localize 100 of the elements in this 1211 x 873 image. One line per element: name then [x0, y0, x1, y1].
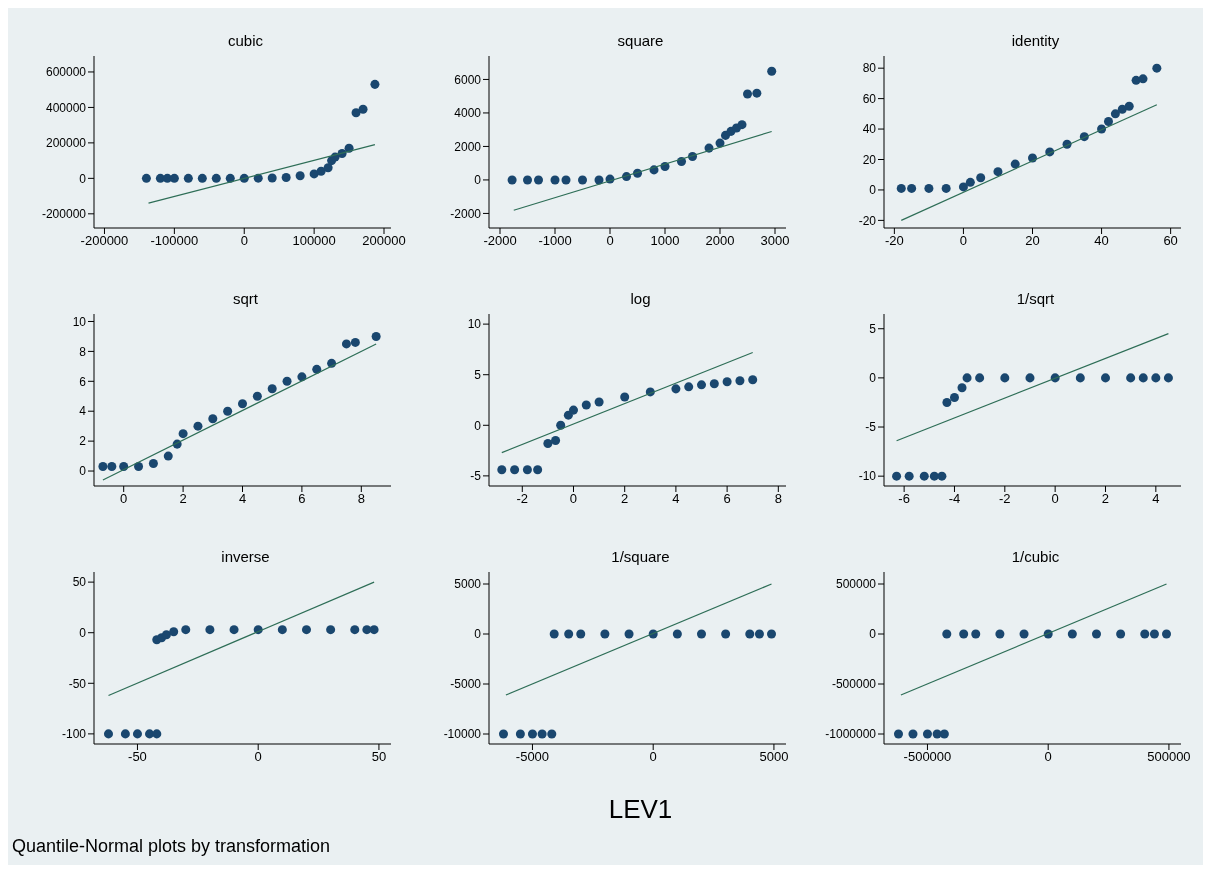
- point: [510, 465, 520, 475]
- x-tick-label: 50: [371, 749, 387, 765]
- y-tick-label: 5: [474, 367, 482, 382]
- x-tick-label: 0: [240, 233, 248, 249]
- point: [533, 175, 544, 185]
- point: [169, 627, 179, 637]
- point: [267, 173, 277, 183]
- point: [581, 400, 591, 410]
- y-tick-label: 500000: [835, 577, 877, 592]
- y-tick-label: 600000: [45, 65, 87, 80]
- y-tick-label: -50: [68, 676, 87, 691]
- y-tick-label: -5: [865, 420, 877, 435]
- point: [1103, 116, 1113, 126]
- point: [722, 377, 732, 387]
- point: [892, 471, 902, 481]
- y-tick-label: 4: [79, 404, 87, 419]
- point: [163, 451, 173, 461]
- x-tick-label: 40: [1094, 233, 1109, 249]
- point: [370, 79, 380, 89]
- chart-title: 1/sqrt: [1015, 290, 1056, 308]
- point: [351, 108, 361, 118]
- point: [737, 120, 747, 130]
- point: [1110, 109, 1120, 119]
- point: [103, 729, 113, 739]
- y-tick-label: -5: [470, 469, 482, 484]
- x-tick-label: 0: [1044, 749, 1052, 765]
- x-tick-label: -6: [898, 491, 910, 507]
- point: [942, 397, 952, 407]
- y-tick-label: -20: [858, 213, 877, 228]
- point: [551, 435, 561, 445]
- x-tick-label: -2: [999, 491, 1011, 507]
- point: [132, 729, 142, 739]
- x-tick-label: -50: [128, 749, 147, 765]
- point: [229, 625, 239, 635]
- point: [341, 339, 351, 349]
- x-tick-label: -2: [516, 491, 529, 507]
- y-tick-label: -200000: [41, 207, 87, 222]
- x-tick-label: 5000: [759, 749, 789, 765]
- point: [993, 167, 1003, 177]
- y-tick-label: 0: [869, 627, 877, 642]
- point: [957, 383, 967, 393]
- point: [316, 166, 326, 176]
- point: [907, 183, 917, 193]
- point: [748, 375, 758, 385]
- y-tick-label: 2: [79, 434, 87, 449]
- point: [205, 625, 215, 635]
- chart-title: cubic: [227, 32, 264, 50]
- point: [193, 421, 203, 431]
- x-tick-label: 2000: [705, 233, 735, 249]
- point: [197, 173, 207, 183]
- point: [904, 471, 914, 481]
- y-tick-label: 400000: [45, 100, 87, 115]
- y-tick-label: 60: [862, 91, 877, 106]
- point: [301, 625, 311, 635]
- y-tick-label: -2000: [450, 206, 482, 221]
- y-tick-label: 0: [79, 464, 87, 479]
- point: [326, 625, 336, 635]
- point: [684, 382, 694, 392]
- point: [577, 175, 588, 185]
- x-tick-label: 500000: [1147, 749, 1191, 765]
- x-tick-label: 4: [238, 491, 247, 507]
- text: Quantile-Normal plots by transformation: [12, 836, 331, 857]
- chart-title: log: [629, 290, 652, 308]
- x-tick-label: 0: [254, 749, 262, 765]
- point: [958, 182, 968, 192]
- point: [620, 392, 630, 402]
- point: [1000, 373, 1010, 383]
- y-tick-label: 10: [72, 314, 87, 329]
- point: [98, 462, 108, 472]
- x-tick-label: 8: [774, 491, 782, 507]
- chart-title: 1/cubic: [1010, 548, 1061, 566]
- point: [281, 172, 291, 182]
- point: [178, 429, 188, 439]
- chart-title: inverse: [220, 548, 271, 566]
- x-tick-label: -100000: [150, 233, 199, 249]
- x-tick-label: 2: [179, 491, 187, 507]
- point: [937, 471, 947, 481]
- point: [941, 183, 951, 193]
- point: [1117, 104, 1127, 114]
- point: [152, 729, 162, 739]
- x-tick-label: 6: [723, 491, 731, 507]
- point: [225, 173, 235, 183]
- point: [965, 177, 975, 187]
- y-tick-label: -5000: [450, 677, 482, 692]
- x-tick-label: 0: [120, 491, 128, 507]
- point: [148, 459, 158, 469]
- point: [1100, 373, 1111, 383]
- y-tick-label: 0: [79, 171, 87, 186]
- point: [522, 465, 532, 475]
- point: [181, 625, 191, 635]
- point: [1151, 373, 1161, 383]
- point: [277, 625, 287, 635]
- y-tick-label: -100: [61, 727, 87, 742]
- y-tick-label: 80: [862, 61, 877, 76]
- y-tick-label: -1000000: [825, 727, 877, 742]
- x-tick-label: -500000: [903, 749, 952, 765]
- point: [267, 384, 277, 394]
- point: [237, 399, 248, 409]
- chart-title: sqrt: [232, 290, 259, 308]
- y-tick-label: -10000: [443, 727, 482, 742]
